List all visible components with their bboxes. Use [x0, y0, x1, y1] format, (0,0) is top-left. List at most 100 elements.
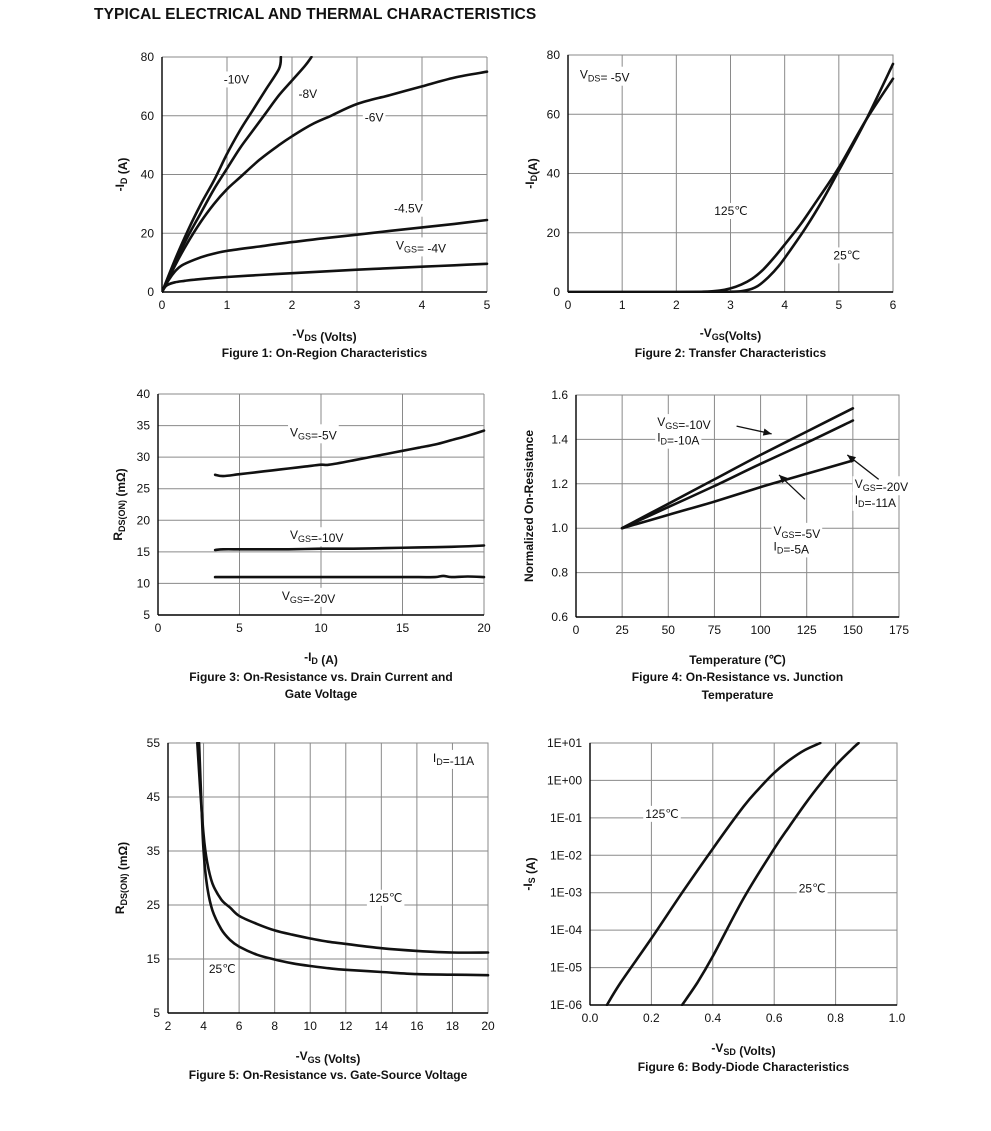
fig3-y-axis-label: RDS(ON) (mΩ) — [111, 468, 128, 540]
fig4-x-tick-label: 50 — [662, 623, 676, 637]
fig1-series-line-4 — [162, 262, 489, 293]
fig4-series-line-2 — [620, 459, 855, 530]
fig1-x-axis-label: -VDS (Volts) — [292, 327, 356, 344]
fig1-annotation-bg — [394, 237, 449, 257]
fig5-series-line-0 — [196, 742, 490, 954]
fig6-frame — [589, 742, 898, 1006]
fig3-x-axis-label: -ID (A) — [304, 650, 338, 667]
fig3-annotation-bg — [288, 424, 339, 444]
fig5-x-tick-label: 4 — [200, 1019, 207, 1033]
fig4-y-tick-label: 1.4 — [551, 432, 568, 446]
fig4-frame — [575, 394, 900, 618]
fig6-y-axis-label: -IS (A) — [521, 857, 538, 890]
fig5-x-tick-label: 16 — [410, 1019, 424, 1033]
fig5-y-tick-label: 25 — [147, 898, 161, 912]
fig4-grid — [575, 394, 900, 618]
chart-fig5: 2 4 6 8 10 12 14 16 18 20 5 15 25 35 45 55 -VGS (Volts) R… — [113, 736, 495, 1082]
fig2-annotation-1: 125℃ — [714, 204, 748, 218]
fig6-x-tick-label: 0.0 — [582, 1011, 599, 1025]
chart-fig2: 0 1 2 3 4 5 6020406080-VGS(Volts)-ID(A)Figure … — [523, 48, 897, 360]
fig2-y-tick-label: 20 — [547, 226, 561, 240]
fig4-y-tick-label: 1.6 — [551, 388, 568, 402]
fig1-annotation-1: -8V — [299, 87, 318, 101]
fig3-series-line-1 — [213, 544, 486, 552]
fig2-x-tick-label: 1 — [619, 298, 626, 312]
fig1-y-tick-label: 60 — [141, 109, 155, 123]
fig6-y-tick-label: 1E-06 — [550, 998, 582, 1012]
fig1-annotation-bg — [392, 200, 425, 217]
fig6-x-axis-label: -VSD (Volts) — [711, 1041, 775, 1058]
fig2-y-tick-label: 60 — [547, 107, 561, 121]
fig6-annotation-bg — [643, 805, 681, 822]
fig1-series-line-2 — [162, 70, 489, 293]
fig4-annotation-0: VGS=-10V — [657, 415, 710, 432]
fig3-x-tick-label: 15 — [396, 621, 410, 635]
fig4-annotation-bg — [852, 476, 911, 496]
fig6-caption: Figure 6: Body-Diode Characteristics — [638, 1060, 850, 1074]
fig4-arrowhead — [847, 454, 857, 463]
fig4-x-tick-label: 125 — [797, 623, 817, 637]
fig1-series-line-0 — [162, 56, 283, 293]
fig6-x-tick-label: 0.2 — [643, 1011, 660, 1025]
fig5-annotation-bg — [430, 749, 477, 769]
fig6-grid — [589, 742, 898, 1006]
fig5-x-tick-label: 10 — [304, 1019, 318, 1033]
fig4-annotation-bg — [771, 538, 812, 558]
fig5-annotation-0: ID=-11A — [433, 751, 474, 768]
fig5-annotation-bg — [206, 961, 238, 978]
fig4-x-tick-label: 25 — [615, 623, 629, 637]
fig3-y-tick-label: 5 — [143, 608, 150, 622]
fig2-x-tick-label: 5 — [835, 298, 842, 312]
fig6-y-tick-label: 1E+01 — [547, 736, 582, 750]
fig1-series-line-3 — [162, 218, 489, 293]
fig2-x-axis-label: -VGS(Volts) — [700, 326, 761, 343]
fig2-y-tick-label: 0 — [553, 285, 560, 299]
fig1-x-tick-label: 0 — [159, 298, 166, 312]
fig5-annotation-2: 25℃ — [209, 962, 236, 976]
fig4-y-tick-label: 1.0 — [551, 521, 568, 535]
fig3-x-tick-label: 20 — [477, 621, 491, 635]
fig5-x-tick-label: 20 — [481, 1019, 495, 1033]
fig4-y-tick-label: 1.2 — [551, 477, 568, 491]
fig6-x-tick-label: 0.6 — [766, 1011, 783, 1025]
fig4-annotation-bg — [852, 491, 899, 511]
fig2-series-line-1 — [568, 62, 895, 293]
fig3-annotation-1: VGS=-10V — [290, 528, 343, 545]
fig5-x-tick-label: 14 — [375, 1019, 389, 1033]
fig4-x-axis-label: Temperature (℃) — [689, 653, 786, 667]
fig1-annotation-4: VGS= -4V — [396, 238, 446, 255]
fig3-x-tick-label: 10 — [314, 621, 328, 635]
fig6-series-line-1 — [680, 742, 860, 1006]
fig5-caption: Figure 5: On-Resistance vs. Gate-Source … — [189, 1068, 468, 1082]
fig4-y-axis-label: Normalized On-Resistance — [522, 430, 536, 582]
fig2-y-axis-label: -ID(A) — [523, 158, 540, 189]
fig4-annotation-bg — [771, 522, 823, 542]
fig2-y-tick-label: 80 — [547, 48, 561, 62]
fig5-x-axis-label: -VGS (Volts) — [296, 1049, 361, 1066]
fig1-y-axis-label: -ID (A) — [113, 158, 130, 192]
fig4-caption: Figure 4: On-Resistance vs. Junction — [632, 670, 843, 684]
fig4-x-tick-label: 150 — [843, 623, 863, 637]
fig6-y-tick-label: 1E-02 — [550, 848, 582, 862]
fig6-x-tick-label: 1.0 — [889, 1011, 906, 1025]
fig2-x-tick-label: 0 — [565, 298, 572, 312]
fig5-series-line-1 — [197, 742, 490, 977]
fig2-x-tick-label: 2 — [673, 298, 680, 312]
fig3-y-tick-label: 40 — [137, 387, 151, 401]
chart-fig1: 0 1 2 3 4 5 0 20 40 60 80 -VDS (Volts) -ID (A) Figure… — [113, 50, 491, 360]
fig5-x-tick-label: 18 — [446, 1019, 460, 1033]
fig5-x-tick-label: 12 — [339, 1019, 353, 1033]
fig4-x-tick-label: 0 — [573, 623, 580, 637]
fig3-caption-line2: Gate Voltage — [285, 687, 358, 701]
fig5-x-tick-label: 8 — [271, 1019, 278, 1033]
fig1-y-tick-label: 0 — [147, 285, 154, 299]
fig2-y-tick-label: 40 — [547, 167, 561, 181]
fig3-annotation-2: VGS=-20V — [282, 589, 335, 606]
fig6-y-tick-label: 1E+00 — [547, 773, 582, 787]
fig4-annotation-5: ID=-5A — [773, 539, 809, 556]
fig3-annotation-bg — [288, 527, 346, 547]
fig3-caption: Figure 3: On-Resistance vs. Drain Curren… — [189, 670, 452, 684]
fig4-annotation-4: VGS=-5V — [773, 524, 820, 541]
fig6-y-tick-label: 1E-05 — [550, 961, 582, 975]
